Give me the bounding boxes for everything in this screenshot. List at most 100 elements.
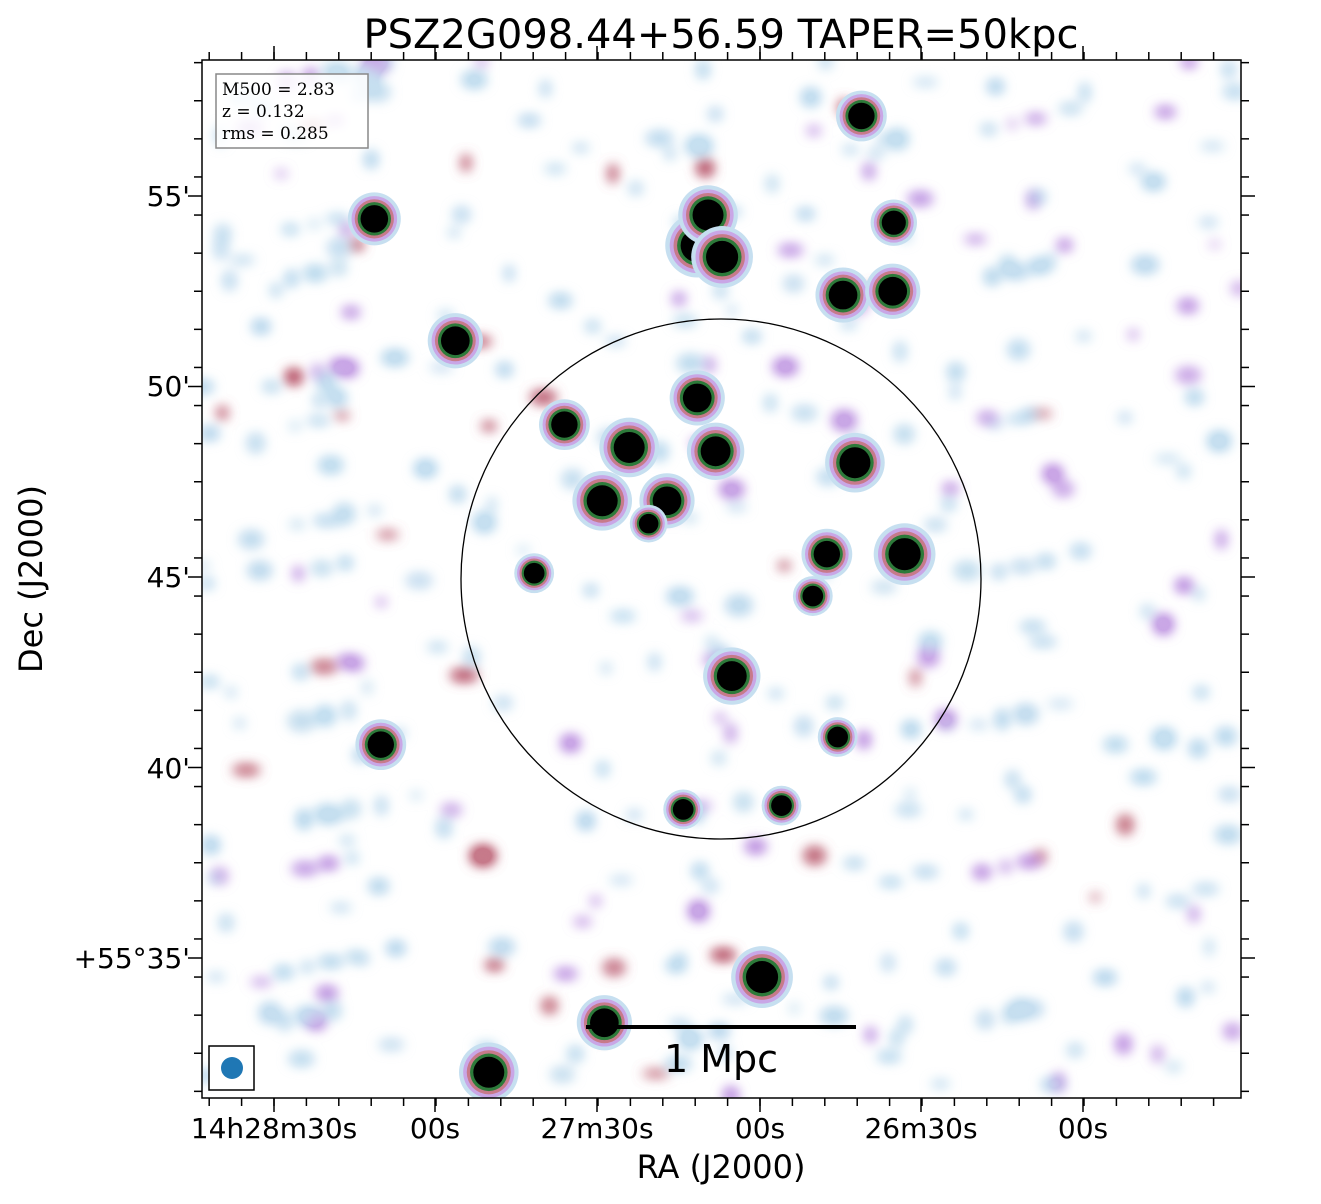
noise-blob (291, 862, 319, 875)
noise-blob (954, 924, 967, 938)
info-box: M500 = 2.83 z = 0.132 rms = 0.285 (215, 73, 369, 149)
radio-source (686, 422, 745, 480)
noise-blob (218, 914, 234, 932)
noise-blob (307, 417, 330, 425)
source-contour (878, 276, 908, 306)
noise-blob (996, 709, 1008, 730)
noise-blob (376, 531, 399, 539)
noise-blob (1201, 983, 1215, 992)
noise-blob (1218, 788, 1241, 800)
noise-blob (832, 410, 857, 431)
noise-blob (1057, 239, 1073, 252)
radio-source (629, 504, 668, 543)
noise-blob (450, 486, 465, 502)
noise-blob (608, 164, 618, 183)
noise-blob (645, 131, 674, 146)
r500-circle (460, 318, 982, 840)
noise-blob (383, 60, 393, 71)
noise-blob (1115, 1034, 1132, 1054)
noise-blob (448, 228, 460, 237)
noise-blob (1054, 1072, 1064, 1092)
noise-blob (436, 818, 451, 838)
noise-blob (723, 1086, 739, 1098)
noise-blob (342, 701, 356, 720)
noise-blob (316, 515, 325, 523)
noise-blob (378, 1039, 405, 1050)
source-contour (473, 1056, 505, 1088)
noise-blob (1138, 884, 1149, 898)
noise-blob (1016, 787, 1030, 802)
noise-blob (530, 390, 557, 405)
noise-blob (980, 124, 997, 135)
noise-blob (857, 731, 870, 749)
noise-blob (560, 734, 581, 752)
noise-blob (230, 256, 255, 264)
noise-blob (293, 566, 303, 581)
noise-blob (518, 116, 541, 125)
source-contour (590, 1008, 619, 1038)
noise-blob (516, 547, 530, 554)
noise-blob (791, 405, 818, 420)
noise-blob (941, 498, 956, 510)
noise-blob (1000, 255, 1015, 275)
noise-blob (1021, 1000, 1044, 1018)
info-box-line-2: z = 0.132 (222, 102, 305, 122)
noise-blob (329, 359, 352, 374)
noise-blob (1090, 894, 1101, 901)
noise-blob (807, 126, 821, 136)
noise-blob (692, 863, 708, 878)
noise-blob (886, 129, 909, 149)
noise-blob (1067, 1043, 1084, 1057)
noise-blob (1058, 103, 1083, 114)
noise-blob (238, 530, 264, 548)
noise-blob (567, 1046, 584, 1062)
noise-blob (642, 1070, 670, 1077)
x-tick-label: 27m30s (540, 1112, 653, 1145)
noise-blob (912, 866, 939, 877)
noise-blob (1031, 190, 1047, 203)
noise-blob (602, 959, 626, 976)
noise-blob (626, 810, 643, 820)
noise-blob (252, 319, 270, 334)
noise-blob (702, 879, 719, 893)
noise-blob (727, 306, 737, 315)
noise-blob (712, 751, 726, 765)
noise-blob (1154, 455, 1181, 462)
source-contour (523, 562, 545, 584)
noise-blob (815, 256, 835, 264)
radio-source (663, 789, 704, 830)
noise-blob (1200, 142, 1225, 150)
noise-blob (386, 941, 406, 955)
source-contour (802, 585, 824, 607)
radio-source (761, 785, 802, 826)
noise-blob (697, 60, 709, 79)
noise-blob (609, 876, 633, 884)
noise-blob (842, 145, 859, 154)
x-axis-label: RA (J2000) (637, 1148, 806, 1186)
source-contour (551, 411, 578, 438)
noise-blob (743, 331, 761, 342)
noise-blob (891, 1030, 903, 1047)
noise-blob (368, 879, 389, 894)
noise-blob (1076, 332, 1091, 341)
source-contour (440, 326, 470, 356)
noise-blob (341, 800, 361, 818)
y-tick-label: +55°35' (74, 942, 190, 975)
noise-blob (339, 837, 355, 844)
noise-blob (405, 573, 433, 588)
noise-blob (715, 714, 725, 722)
noise-blob (232, 764, 261, 775)
noise-blob (307, 1015, 326, 1030)
noise-blob (959, 810, 973, 819)
noise-blob (585, 320, 601, 333)
beam-ellipse (221, 1057, 243, 1079)
noise-blob (202, 562, 211, 569)
noise-blob (376, 598, 386, 606)
noise-blob (1186, 390, 1203, 404)
noise-blob (338, 556, 353, 570)
axis-ticks (188, 46, 1255, 1112)
noise-blob (289, 520, 305, 529)
noise-blob (1175, 367, 1202, 383)
noise-blob (262, 381, 281, 392)
noise-blob (783, 275, 804, 292)
